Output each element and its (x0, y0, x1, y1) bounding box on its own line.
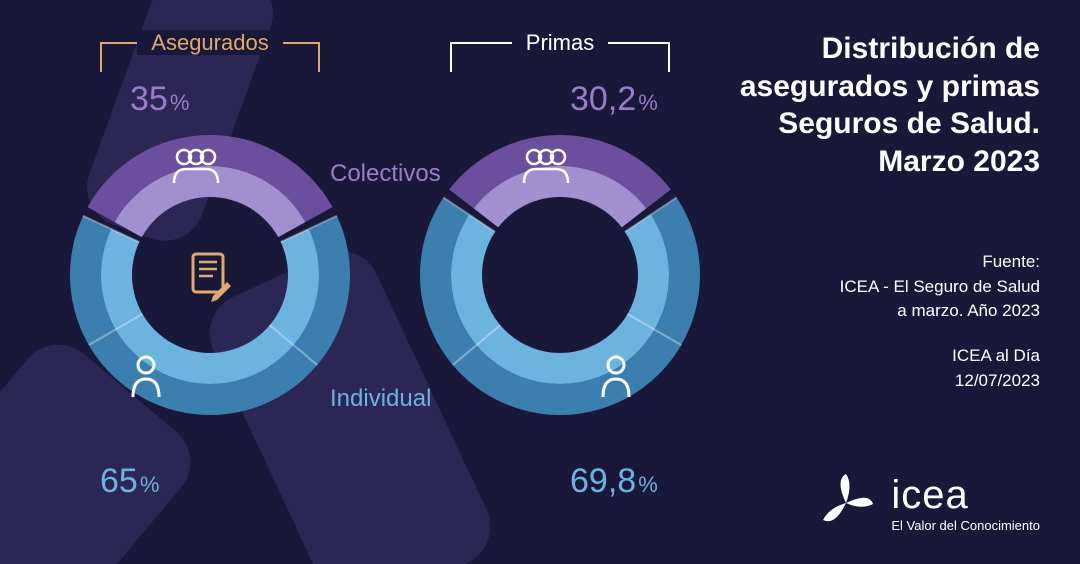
donut-primas (410, 125, 710, 425)
asegurados-colectivos-value: 35% (130, 80, 189, 119)
primas-colectivos-value: 30,2% (570, 80, 658, 119)
logo-mark-icon (815, 472, 877, 534)
people-group-icon (518, 145, 574, 185)
primas-individual-value: 69,8% (570, 462, 658, 501)
logo-brand: icea (891, 473, 1040, 518)
person-icon (130, 355, 162, 399)
donut-asegurados (60, 125, 360, 425)
document-pen-icon (183, 248, 237, 302)
bracket-asegurados-label: Asegurados (102, 30, 318, 56)
source-line: Fuente: (700, 250, 1040, 275)
bracket-primas: Primas (450, 42, 670, 72)
bracket-primas-label: Primas (452, 30, 668, 56)
asegurados-individual-value: 65% (100, 462, 159, 501)
bracket-asegurados: Asegurados (100, 42, 320, 72)
source-line: a marzo. Año 2023 (700, 299, 1040, 324)
source-line: ICEA - El Seguro de Salud (700, 275, 1040, 300)
logo-text: icea El Valor del Conocimiento (891, 473, 1040, 533)
people-group-icon (168, 145, 224, 185)
logo: icea El Valor del Conocimiento (815, 472, 1040, 534)
main-title: Distribución de asegurados y primas Segu… (700, 30, 1040, 180)
charts-area: Asegurados Primas 35% 65% 30,2% 69,8% Co… (30, 30, 730, 534)
source-block: Fuente: ICEA - El Seguro de Salud a marz… (700, 250, 1040, 393)
person-icon (600, 355, 632, 399)
source-line: 12/07/2023 (700, 369, 1040, 394)
logo-tagline: El Valor del Conocimiento (891, 518, 1040, 533)
source-line: ICEA al Día (700, 344, 1040, 369)
text-panel: Distribución de asegurados y primas Segu… (700, 30, 1040, 393)
